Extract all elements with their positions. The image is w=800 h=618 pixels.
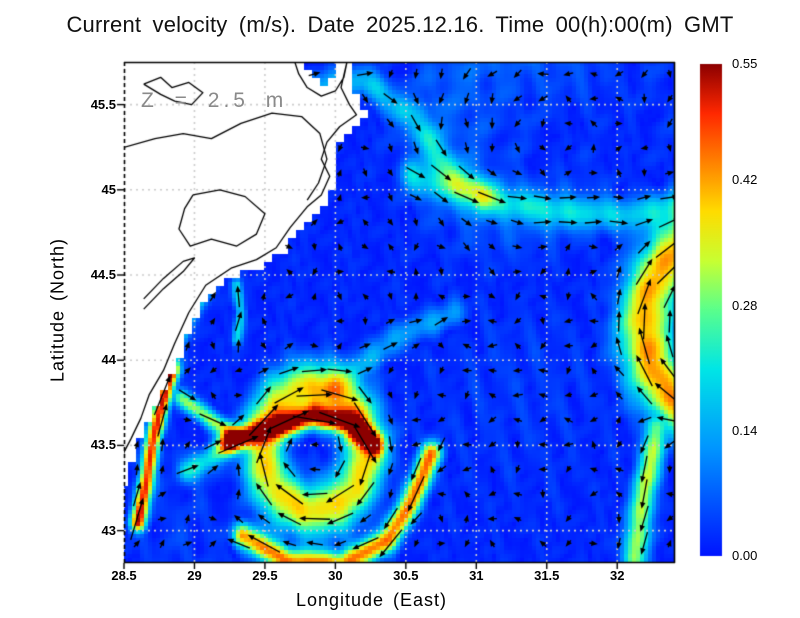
velocity-map-canvas bbox=[0, 0, 800, 618]
current-velocity-figure: Current velocity (m/s). Date 2025.12.16.… bbox=[0, 0, 800, 618]
